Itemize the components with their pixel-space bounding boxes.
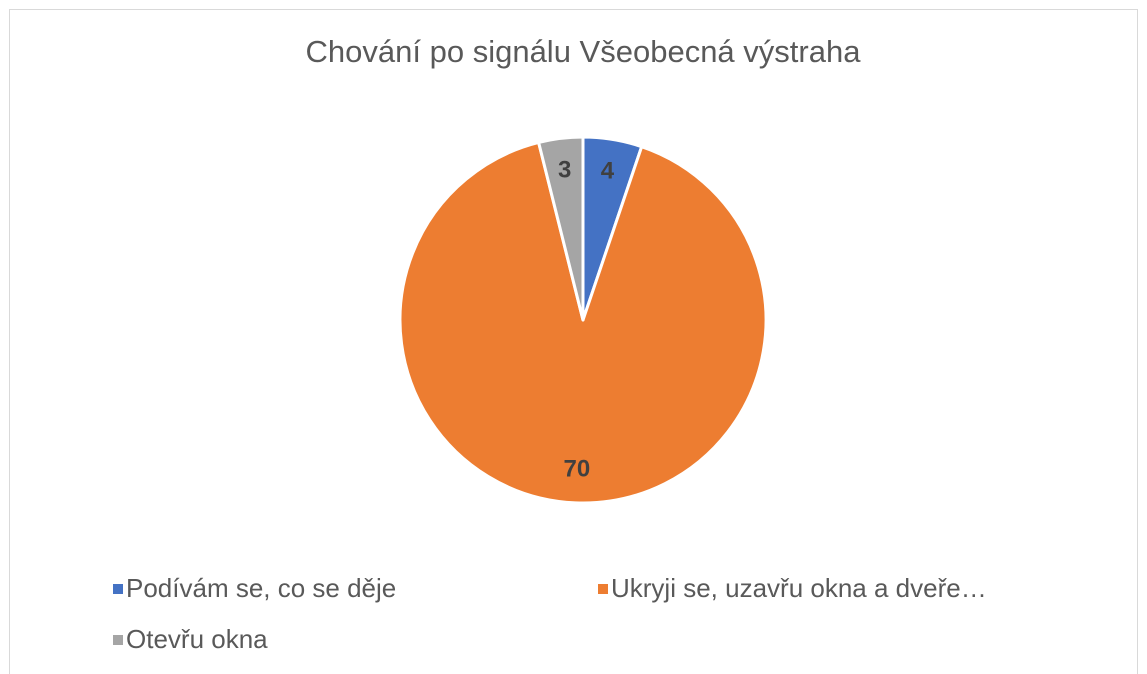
pie-slice bbox=[537, 135, 585, 322]
legend-label: Ukryji se, uzavřu okna a dveře… bbox=[611, 573, 987, 603]
data-label: 70 bbox=[564, 455, 591, 482]
legend-label: Podívám se, co se děje bbox=[126, 573, 396, 603]
data-label: 3 bbox=[558, 156, 571, 183]
data-label: 4 bbox=[601, 157, 615, 184]
legend-label: Otevřu okna bbox=[126, 624, 268, 654]
legend-swatch bbox=[113, 635, 123, 645]
legend-swatch bbox=[598, 584, 608, 594]
pie-slice bbox=[398, 140, 768, 505]
chart-title: Chování po signálu Všeobecná výstraha bbox=[306, 34, 862, 69]
legend-swatch bbox=[113, 584, 123, 594]
